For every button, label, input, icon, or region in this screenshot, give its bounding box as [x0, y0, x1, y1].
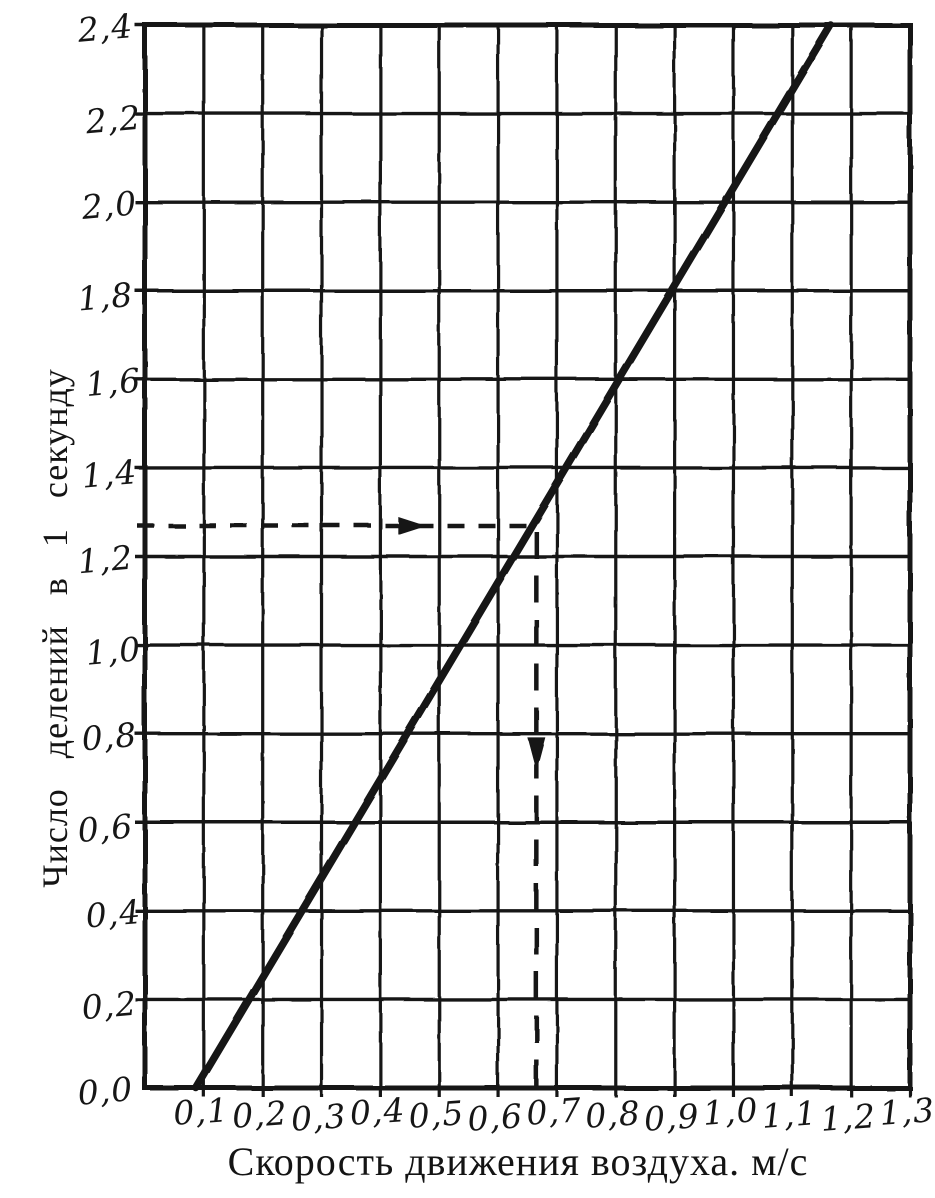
y-axis-title: Число делений в 1 секунду [35, 368, 75, 888]
x-tick-label: 0,1 [172, 1090, 230, 1133]
x-tick-label: 0,8 [584, 1093, 642, 1136]
x-tick-label: 0,6 [466, 1096, 524, 1139]
x-tick-label: 0,4 [349, 1090, 407, 1133]
y-tick-label: 2,4 [75, 6, 135, 50]
x-tick-label: 0,9 [643, 1096, 701, 1139]
plot-layer [135, 21, 913, 1097]
y-tick-label: 1,8 [76, 275, 135, 319]
down-arrow [527, 737, 546, 772]
y-tick-label: 1,4 [80, 452, 139, 496]
x-tick-label: 0,3 [290, 1096, 348, 1139]
x-tick-label: 1,2 [819, 1096, 877, 1139]
y-tick-label: 0,4 [84, 892, 143, 936]
y-tick-label: 1,0 [84, 629, 143, 673]
x-tick-label: 1,3 [878, 1090, 935, 1133]
y-tick-label: 1,2 [76, 538, 135, 582]
x-axis-title: Скорость движения воздуха. м/с [227, 1139, 809, 1184]
tick-label-layer: 0,0 0,2 0,4 0,6 0,8 1,0 1,2 1,4 1,6 1,8 2,0 2,2 2,4 0… [75, 6, 935, 1139]
y-tick-label: 2,2 [83, 98, 143, 142]
x-tick-label: 1,1 [760, 1093, 818, 1136]
plot-border [142, 22, 913, 1091]
x-tick-label: 0,5 [407, 1093, 465, 1136]
calibration-line [192, 21, 835, 1092]
y-tick-label: 0,8 [80, 715, 139, 759]
x-tick-label: 1,0 [702, 1090, 760, 1133]
y-tick-label: 0,6 [76, 806, 135, 850]
y-tick-label: 0,2 [80, 984, 139, 1028]
right-arrow [397, 516, 426, 535]
x-tick-label: 0,7 [525, 1090, 583, 1133]
y-tick-label: 0,0 [76, 1069, 135, 1113]
x-tick-label: 0,2 [231, 1093, 289, 1136]
y-tick-label: 1,6 [84, 360, 143, 404]
y-tick-label: 2,0 [79, 183, 139, 227]
